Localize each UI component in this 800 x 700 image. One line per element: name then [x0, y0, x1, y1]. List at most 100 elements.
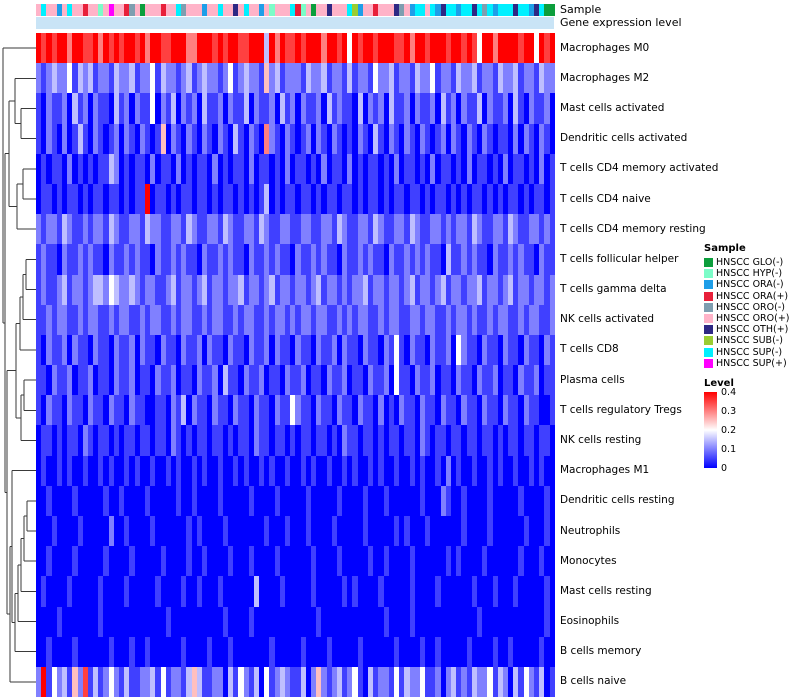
heatmap-cell: [445, 214, 451, 245]
heatmap-cell: [227, 606, 234, 637]
heatmap-cell: [471, 666, 477, 698]
heatmap-cell: [383, 546, 389, 577]
heatmap-cell: [98, 576, 104, 607]
heatmap-cell: [404, 183, 410, 215]
heatmap-cell: [378, 485, 384, 516]
heatmap-cell: [87, 153, 94, 184]
heatmap-cell: [461, 666, 467, 698]
heatmap-cell: [331, 93, 337, 124]
heatmap-cell: [492, 516, 498, 547]
heatmap-cell: [528, 516, 534, 547]
heatmap-cell: [264, 365, 270, 396]
heatmap-cell: [181, 183, 187, 215]
heatmap-cell: [181, 365, 187, 396]
heatmap-row: [36, 214, 555, 245]
heatmap-cell: [300, 666, 306, 698]
heatmap-cell: [82, 304, 88, 335]
heatmap-cell: [77, 183, 83, 215]
heatmap-cell: [196, 606, 202, 637]
heatmap-cell: [82, 274, 88, 305]
heatmap-cell: [186, 123, 192, 154]
heatmap-cell: [295, 304, 301, 335]
heatmap-cell: [134, 334, 140, 366]
heatmap-cell: [279, 365, 285, 396]
heatmap-cell: [253, 666, 260, 698]
heatmap-cell: [383, 274, 389, 305]
heatmap-cell: [549, 516, 555, 547]
heatmap-cell: [61, 244, 68, 275]
heatmap-cell: [82, 455, 88, 486]
heatmap-cell: [508, 123, 514, 154]
heatmap-cell: [342, 576, 348, 607]
heatmap-cell: [207, 153, 213, 184]
heatmap-cell: [259, 183, 265, 215]
heatmap-cell: [409, 576, 415, 607]
heatmap-cell: [378, 334, 384, 366]
heatmap-cell: [305, 546, 311, 577]
heatmap-cell: [300, 244, 306, 275]
heatmap-cell: [295, 546, 301, 577]
heatmap-cell: [393, 546, 400, 577]
heatmap-cell: [373, 304, 379, 335]
heatmap-cell: [383, 123, 389, 154]
heatmap-cell: [290, 576, 296, 607]
heatmap-cell: [176, 425, 182, 456]
heatmap-cell: [98, 516, 104, 547]
heatmap-cell: [274, 93, 280, 124]
heatmap-cell: [290, 153, 296, 184]
heatmap-cell: [502, 214, 509, 245]
heatmap-cell: [119, 395, 125, 426]
heatmap-cell: [51, 455, 57, 486]
heatmap-cell: [72, 606, 78, 637]
heatmap-cell: [518, 274, 524, 305]
heatmap-cell: [176, 244, 182, 275]
legend-color-swatch: [704, 347, 713, 357]
sample-annotation-cell: [409, 4, 415, 16]
heatmap-cell: [150, 63, 156, 94]
heatmap-cell: [87, 214, 94, 245]
heatmap-cell: [362, 214, 368, 245]
heatmap-cell: [129, 516, 135, 547]
heatmap-cell: [513, 334, 519, 366]
heatmap-cell: [523, 153, 529, 184]
heatmap-cell: [383, 455, 389, 486]
sample-annotation-cell: [51, 4, 57, 16]
legend-color-swatch: [704, 258, 713, 268]
heatmap-cell: [103, 334, 109, 366]
legend-color-swatch: [704, 302, 713, 312]
heatmap-cell: [347, 183, 353, 215]
heatmap-cell: [352, 304, 358, 335]
heatmap-cell: [264, 153, 270, 184]
heatmap-cell: [539, 304, 545, 335]
heatmap-cell: [440, 485, 446, 516]
heatmap-cell: [290, 485, 296, 516]
heatmap-cell: [41, 33, 47, 64]
heatmap-cell: [212, 123, 218, 154]
heatmap-cell: [331, 153, 337, 184]
heatmap-cell: [93, 395, 99, 426]
heatmap-cell: [61, 214, 68, 245]
heatmap-cell: [36, 516, 42, 547]
sample-annotation-cell: [347, 4, 353, 16]
heatmap-cell: [67, 666, 73, 698]
heatmap-cell: [227, 274, 234, 305]
legend-panel: Sample HNSCC GLO(-) HNSCC HYP(-) HNSCC ORA…: [704, 243, 800, 473]
heatmap-cell: [181, 63, 187, 94]
heatmap-row: [36, 546, 555, 577]
heatmap-cell: [502, 546, 509, 577]
heatmap-cell: [430, 485, 436, 516]
heatmap-cell: [253, 63, 260, 94]
heatmap-cell: [170, 516, 177, 547]
heatmap-cell: [456, 244, 462, 275]
heatmap-cell: [502, 63, 509, 94]
heatmap-cell: [451, 93, 457, 124]
heatmap-cell: [72, 244, 78, 275]
heatmap-cell: [539, 576, 545, 607]
heatmap-cell: [513, 153, 519, 184]
heatmap-cell: [476, 244, 483, 275]
heatmap-cell: [207, 274, 213, 305]
heatmap-cell: [414, 636, 420, 667]
heatmap-cell: [419, 123, 426, 154]
heatmap-cell: [357, 395, 363, 426]
heatmap-cell: [165, 425, 171, 456]
